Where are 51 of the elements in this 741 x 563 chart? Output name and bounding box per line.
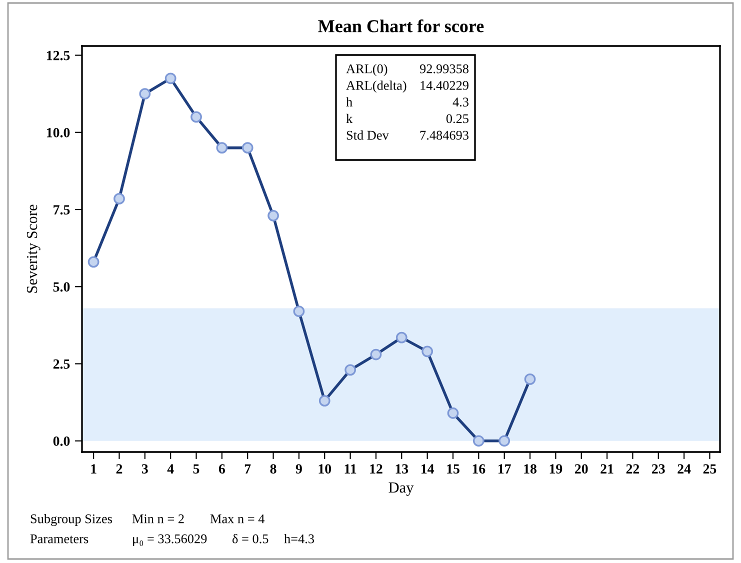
x-tick-label: 2 (116, 464, 122, 474)
x-tick-label: 10 (318, 464, 332, 474)
x-tick-label: 19 (550, 464, 562, 474)
annotation: 0.25 (446, 114, 468, 124)
x-tick-label: 20 (575, 464, 588, 474)
annotation: ARL(delta) (346, 80, 406, 93)
annotation: 7.484693 (420, 130, 468, 140)
x-tick-label: 21 (600, 464, 614, 474)
chart-title: Mean Chart for score (318, 19, 484, 32)
annotation: h (346, 97, 352, 106)
x-tick-label: 11 (344, 464, 356, 474)
annotation: ARL(0) (346, 64, 388, 76)
x-tick-label: 7 (244, 464, 251, 474)
x-axis-title: Day (388, 482, 414, 496)
x-tick-label: 1 (91, 464, 96, 474)
x-tick-label: 16 (472, 464, 486, 474)
x-tick-label: 17 (498, 464, 511, 474)
x-tick-label: 6 (218, 464, 225, 474)
y-tick-label: 12.5 (47, 50, 70, 60)
x-tick-label: 25 (703, 464, 716, 474)
x-tick-label: 15 (447, 464, 460, 474)
text: h=4.3 (284, 534, 314, 544)
text: Subgroup Sizes (30, 514, 112, 526)
x-tick-label: 5 (193, 464, 200, 474)
x-tick-label: 4 (167, 464, 174, 474)
x-tick-label: 8 (270, 464, 276, 474)
y-tick-label: 5.0 (53, 282, 70, 292)
annotation: 92.99358 (420, 64, 468, 74)
x-tick-label: 14 (421, 464, 434, 474)
x-tick-label: 12 (370, 464, 382, 474)
x-tick-label: 23 (652, 464, 665, 474)
annotation: 14.40229 (420, 81, 468, 90)
x-tick-label: 22 (626, 464, 640, 474)
text: Parameters (30, 534, 88, 544)
y-tick-label: 0.0 (53, 436, 70, 446)
y-tick-label: 7.5 (54, 205, 70, 215)
x-tick-label: 3 (142, 464, 148, 474)
text: Min n = 2 (132, 514, 184, 524)
text: Max n = 4 (210, 514, 265, 524)
y-tick-label: 10.0 (47, 128, 70, 138)
x-tick-label: 13 (396, 464, 408, 474)
annotation: 4.3 (452, 98, 468, 107)
x-tick-label: 9 (296, 464, 302, 474)
x-tick-label: 18 (524, 464, 536, 474)
x-tick-label: 24 (678, 464, 691, 474)
annotation: k (346, 114, 353, 123)
annotation: Std Dev (346, 130, 389, 140)
text: μ₀ = 33.56029 (133, 534, 207, 546)
text: δ = 0.5 (232, 534, 268, 544)
y-axis-title: Severity Score (26, 204, 40, 293)
y-tick-label: 2.5 (53, 359, 70, 369)
